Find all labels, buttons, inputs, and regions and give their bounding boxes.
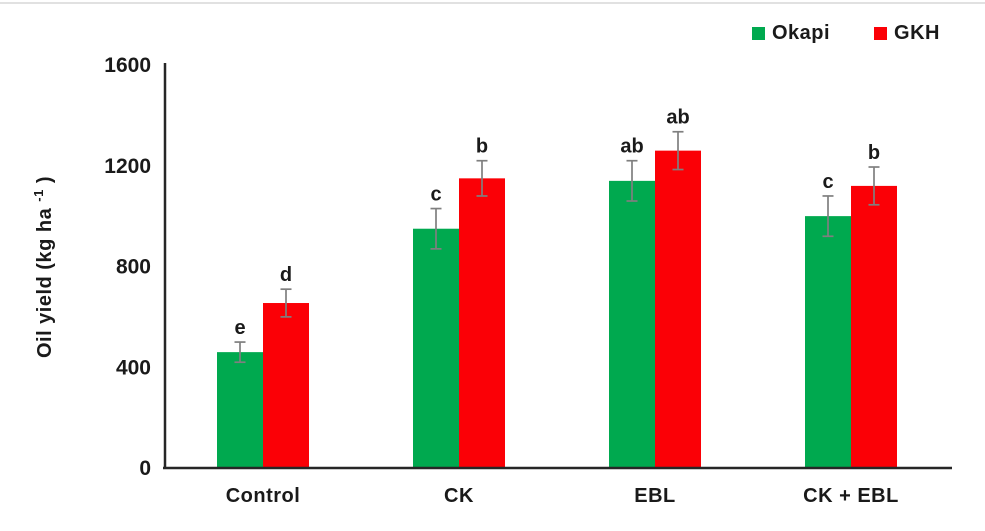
significance-letter: b [476,136,488,158]
y-tick-label: 1600 [104,54,151,77]
significance-letter: d [280,264,292,286]
gkh-series-swatch-icon [874,27,888,40]
y-tick-label: 800 [116,256,151,279]
legend-item-gkh: GKH [874,22,940,45]
x-category-label: CK + EBL [803,485,899,507]
chart-legend: Okapi GKH [751,22,940,45]
significance-letter: ab [620,136,643,158]
x-category-label: Control [226,485,301,507]
bar-gkh-0 [263,303,309,468]
bar-okapi-1 [413,228,459,468]
y-tick-label: 400 [116,356,151,379]
y-tick-label: 0 [139,457,151,480]
figure-top-border [0,2,985,4]
bar-okapi-2 [609,180,655,469]
bar-okapi-0 [217,352,263,468]
significance-letter: c [822,171,833,193]
bar-gkh-1 [459,178,505,468]
significance-letter: e [234,317,245,339]
significance-letter: ab [666,107,689,129]
bar-gkh-3 [851,185,897,468]
x-category-label: EBL [634,485,676,507]
significance-letter: b [868,142,880,164]
legend-label-okapi: Okapi [771,22,831,44]
bar-okapi-3 [805,216,851,468]
x-category-label: CK [444,485,474,507]
legend-item-okapi: Okapi [751,22,831,45]
significance-letter: c [430,184,441,206]
legend-label-gkh: GKH [894,22,940,44]
bar-gkh-2 [655,150,701,468]
y-tick-label: 1200 [104,155,151,178]
okapi-series-swatch-icon [751,27,765,40]
